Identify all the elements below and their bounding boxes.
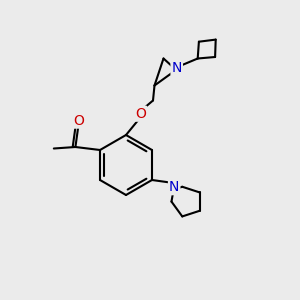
Text: N: N [169,180,179,194]
Text: O: O [73,114,84,128]
Text: N: N [172,61,182,74]
Text: O: O [135,107,146,121]
